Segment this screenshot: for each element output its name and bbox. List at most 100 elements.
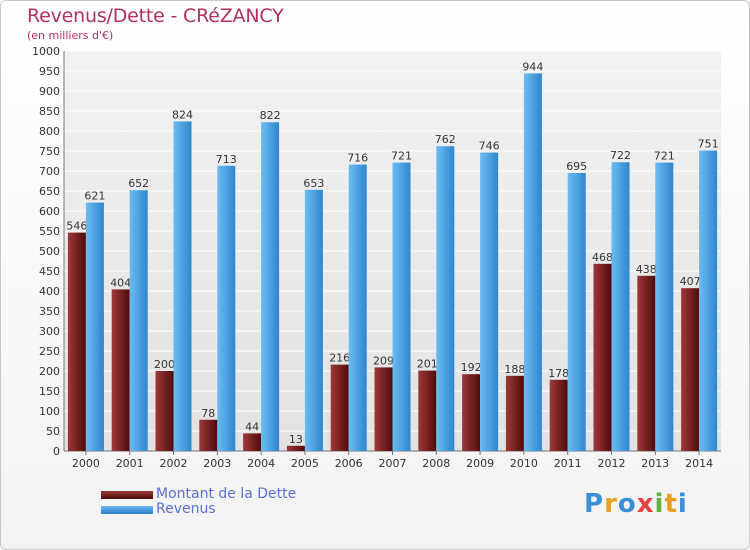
data-label-revenus: 824 xyxy=(172,108,193,121)
y-tick-label: 250 xyxy=(39,345,60,358)
x-tick-label: 2014 xyxy=(685,457,713,470)
y-tick-label: 50 xyxy=(46,425,60,438)
data-label-dette: 200 xyxy=(154,358,175,371)
data-label-dette: 468 xyxy=(592,251,613,264)
y-tick-label: 0 xyxy=(53,445,60,458)
data-label-revenus: 653 xyxy=(303,177,324,190)
bar-dette xyxy=(637,275,656,451)
data-label-revenus: 713 xyxy=(216,153,237,166)
bar-revenus xyxy=(392,162,411,451)
bar-dette xyxy=(418,370,437,451)
data-label-revenus: 746 xyxy=(479,140,500,153)
data-label-dette: 44 xyxy=(245,420,259,433)
y-tick-label: 400 xyxy=(39,285,60,298)
bar-revenus xyxy=(655,162,674,451)
y-tick-label: 600 xyxy=(39,205,60,218)
proxiti-logo: Proxiti xyxy=(584,489,688,519)
logo-letter: r xyxy=(604,489,618,519)
bar-dette xyxy=(199,419,218,451)
x-tick-label: 2011 xyxy=(554,457,582,470)
y-tick-label: 200 xyxy=(39,365,60,378)
bar-revenus xyxy=(699,150,718,451)
data-label-revenus: 751 xyxy=(698,138,719,151)
bar-dette xyxy=(505,375,524,451)
bar-revenus xyxy=(85,202,104,451)
y-tick-label: 950 xyxy=(39,65,60,78)
bar-dette xyxy=(330,364,349,451)
bar-dette xyxy=(549,379,568,451)
bar-revenus xyxy=(567,173,586,451)
y-tick-label: 500 xyxy=(39,245,60,258)
bar-dette xyxy=(593,263,612,451)
data-label-revenus: 721 xyxy=(391,150,412,163)
x-tick-label: 2010 xyxy=(510,457,538,470)
legend-swatch-dette xyxy=(101,491,153,499)
legend-label-dette: Montant de la Dette xyxy=(156,486,297,502)
bar-revenus xyxy=(129,190,148,451)
bar-dette xyxy=(374,367,393,451)
x-tick-label: 2008 xyxy=(422,457,450,470)
data-label-dette: 404 xyxy=(110,276,131,289)
bar-revenus xyxy=(480,152,499,451)
data-label-revenus: 944 xyxy=(522,60,543,73)
y-tick-label: 1000 xyxy=(32,45,60,58)
x-tick-label: 2013 xyxy=(641,457,669,470)
x-tick-label: 2001 xyxy=(116,457,144,470)
data-label-dette: 192 xyxy=(461,361,482,374)
y-tick-label: 550 xyxy=(39,225,60,238)
data-label-revenus: 762 xyxy=(435,133,456,146)
legend-swatch-revenus xyxy=(101,506,153,514)
data-label-revenus: 652 xyxy=(128,177,149,190)
data-label-dette: 178 xyxy=(548,367,569,380)
bar-revenus xyxy=(261,122,280,451)
data-label-dette: 216 xyxy=(329,352,350,365)
bar-dette xyxy=(462,374,481,451)
data-label-dette: 546 xyxy=(66,220,87,233)
logo-letter: i xyxy=(654,489,665,519)
logo-letter: x xyxy=(636,489,655,519)
data-label-dette: 201 xyxy=(417,358,438,371)
data-label-revenus: 621 xyxy=(84,190,105,203)
data-label-dette: 13 xyxy=(289,433,303,446)
chart-subtitle: (en milliers d'€) xyxy=(27,29,114,42)
bar-dette xyxy=(67,232,86,451)
bar-revenus xyxy=(523,73,542,452)
x-tick-label: 2006 xyxy=(335,457,363,470)
data-label-revenus: 695 xyxy=(566,160,587,173)
data-label-revenus: 721 xyxy=(654,150,675,163)
y-tick-label: 450 xyxy=(39,265,60,278)
bar-dette xyxy=(286,445,305,451)
data-label-dette: 438 xyxy=(636,263,657,276)
bar-dette xyxy=(111,289,130,451)
x-tick-label: 2004 xyxy=(247,457,275,470)
y-tick-label: 900 xyxy=(39,85,60,98)
logo-letter: t xyxy=(664,489,678,519)
y-tick-label: 150 xyxy=(39,385,60,398)
x-tick-label: 2005 xyxy=(291,457,319,470)
data-label-revenus: 716 xyxy=(347,152,368,165)
chart-title: Revenus/Dette - CRéZANCY xyxy=(27,5,284,27)
bar-revenus xyxy=(348,164,367,451)
x-tick-label: 2002 xyxy=(160,457,188,470)
x-tick-label: 2007 xyxy=(379,457,407,470)
bar-revenus xyxy=(436,146,455,451)
y-tick-label: 650 xyxy=(39,185,60,198)
y-tick-label: 700 xyxy=(39,165,60,178)
bar-revenus xyxy=(611,162,630,451)
y-tick-label: 300 xyxy=(39,325,60,338)
data-label-dette: 209 xyxy=(373,354,394,367)
logo-letter: i xyxy=(677,489,688,519)
data-label-dette: 407 xyxy=(680,275,701,288)
bar-dette xyxy=(155,371,174,451)
x-tick-label: 2003 xyxy=(203,457,231,470)
bar-dette xyxy=(243,433,262,451)
data-label-dette: 188 xyxy=(504,363,525,376)
bar-revenus xyxy=(173,121,192,452)
legend-label-revenus: Revenus xyxy=(156,501,216,517)
y-tick-label: 850 xyxy=(39,105,60,118)
bar-revenus xyxy=(304,189,323,452)
logo-letter: o xyxy=(617,489,637,519)
x-tick-label: 2012 xyxy=(598,457,626,470)
